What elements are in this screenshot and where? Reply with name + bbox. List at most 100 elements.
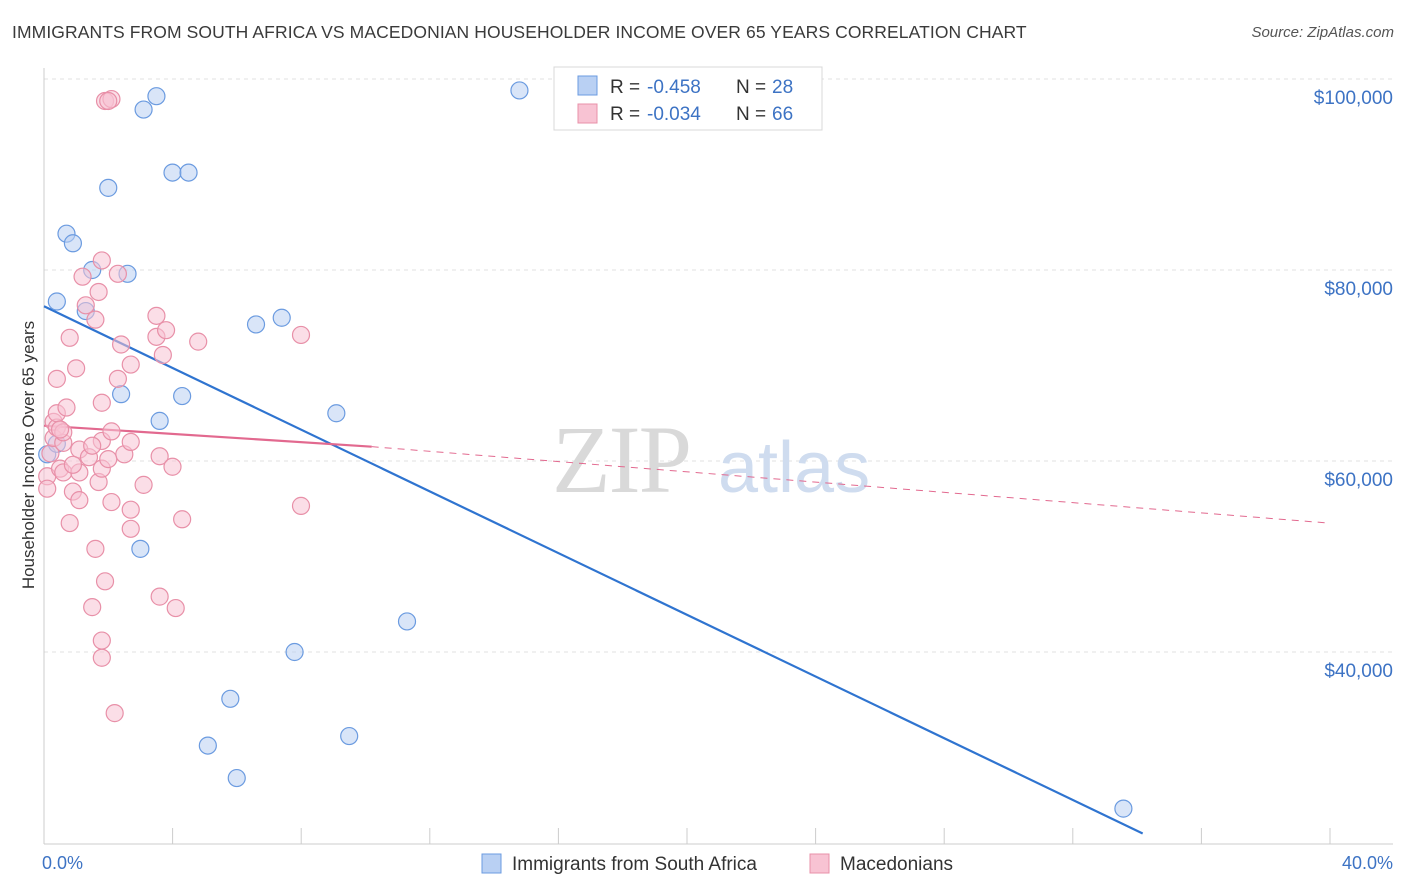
y-tick-label: $60,000 [1324, 470, 1393, 491]
point-south-africa [179, 163, 198, 182]
point-macedonians [108, 264, 127, 283]
stats-legend: R = -0.458 N = 28 R = -0.034 N = 66 [553, 66, 823, 131]
point-macedonians [89, 282, 108, 302]
point-macedonians [92, 631, 111, 650]
point-macedonians [86, 539, 105, 558]
chart-source: Source: ZipAtlas.com [1251, 24, 1394, 41]
point-macedonians [121, 432, 140, 451]
x-tick-label-end: 40.0% [1342, 853, 1393, 873]
legend-r-value-1: -0.458 [647, 77, 701, 98]
point-south-africa [397, 612, 417, 631]
point-macedonians [173, 510, 192, 529]
point-macedonians [73, 267, 92, 286]
point-south-africa [221, 689, 240, 708]
point-macedonians [134, 475, 153, 494]
point-south-africa [111, 385, 131, 404]
point-south-africa [173, 386, 192, 406]
point-south-africa [47, 292, 66, 311]
stats-legend-box [553, 66, 823, 131]
point-macedonians [163, 457, 182, 476]
point-macedonians [147, 306, 166, 325]
point-south-africa [1114, 799, 1133, 818]
point-macedonians [105, 704, 124, 723]
point-south-africa [327, 404, 346, 423]
legend-r-value-2: -0.034 [647, 104, 701, 125]
point-macedonians [108, 369, 127, 388]
series-legend-swatch-south-africa [481, 853, 502, 874]
point-macedonians [92, 648, 111, 667]
legend-r-label-1: R = [610, 77, 640, 98]
point-macedonians [102, 422, 121, 441]
point-macedonians [153, 345, 172, 365]
point-macedonians [102, 492, 121, 512]
trend-line-macedonians [43, 424, 372, 448]
legend-n-label-2: N = [736, 104, 766, 125]
point-macedonians [121, 519, 140, 538]
legend-swatch-macedonians [577, 103, 598, 124]
watermark-atlas: atlas [718, 428, 870, 508]
trend-line-macedonians-extension [371, 446, 1330, 524]
point-south-africa [147, 87, 166, 106]
point-macedonians [291, 325, 311, 345]
point-macedonians [92, 251, 111, 270]
point-macedonians [67, 359, 86, 378]
trend-line-south-africa [43, 305, 1144, 835]
series-legend-label-macedonians: Macedonians [840, 854, 953, 875]
y-tick-label: $40,000 [1324, 661, 1393, 682]
point-macedonians [189, 332, 208, 351]
point-south-africa [272, 308, 291, 327]
point-macedonians [99, 91, 118, 111]
point-south-africa [246, 315, 266, 334]
point-south-africa [163, 163, 182, 182]
point-south-africa [99, 178, 118, 197]
chart-title: IMMIGRANTS FROM SOUTH AFRICA VS MACEDONI… [12, 22, 1027, 42]
point-south-africa [285, 642, 304, 662]
point-macedonians [121, 355, 140, 374]
legend-n-value-1: 28 [772, 77, 793, 98]
point-south-africa [340, 726, 359, 746]
point-macedonians [99, 449, 118, 469]
point-south-africa [150, 411, 169, 430]
point-macedonians [76, 296, 95, 315]
legend-r-label-2: R = [610, 104, 640, 125]
series-legend: Immigrants from South Africa Macedonians [481, 853, 953, 875]
point-macedonians [50, 420, 70, 439]
point-macedonians [156, 321, 176, 340]
point-south-africa [227, 768, 246, 788]
point-macedonians [60, 328, 79, 347]
y-tick-labels: $100,000 $80,000 $60,000 $40,000 [1314, 88, 1393, 682]
point-macedonians [47, 369, 66, 388]
point-macedonians [86, 310, 105, 329]
point-macedonians [95, 572, 115, 591]
gridlines [44, 78, 1393, 653]
legend-n-value-2: 66 [772, 104, 793, 125]
legend-n-label-1: N = [736, 77, 766, 98]
y-axis-title: Householder Income Over 65 years [19, 321, 38, 589]
point-macedonians [70, 491, 89, 510]
point-south-africa [134, 100, 153, 119]
point-macedonians [83, 598, 102, 617]
data-points [38, 81, 1133, 818]
point-macedonians [121, 500, 140, 519]
point-macedonians [60, 513, 79, 533]
point-south-africa [63, 234, 83, 253]
point-macedonians [291, 496, 311, 515]
point-macedonians [92, 393, 111, 412]
point-macedonians [57, 398, 76, 417]
point-macedonians [63, 455, 83, 474]
watermark-zip: ZIP [552, 406, 690, 513]
point-south-africa [510, 81, 529, 100]
point-macedonians [83, 436, 102, 455]
point-south-africa [131, 539, 150, 558]
y-tick-label: $80,000 [1324, 279, 1393, 300]
x-tick-labels: 0.0% 40.0% [42, 853, 1393, 873]
point-macedonians [166, 598, 185, 618]
watermark: ZIP atlas [552, 406, 870, 513]
point-macedonians [150, 587, 169, 606]
series-legend-swatch-macedonians [809, 853, 830, 874]
point-south-africa [198, 736, 217, 755]
trend-lines [43, 305, 1330, 835]
series-legend-label-south-africa: Immigrants from South Africa [512, 854, 757, 875]
x-tick-label-start: 0.0% [42, 853, 83, 873]
